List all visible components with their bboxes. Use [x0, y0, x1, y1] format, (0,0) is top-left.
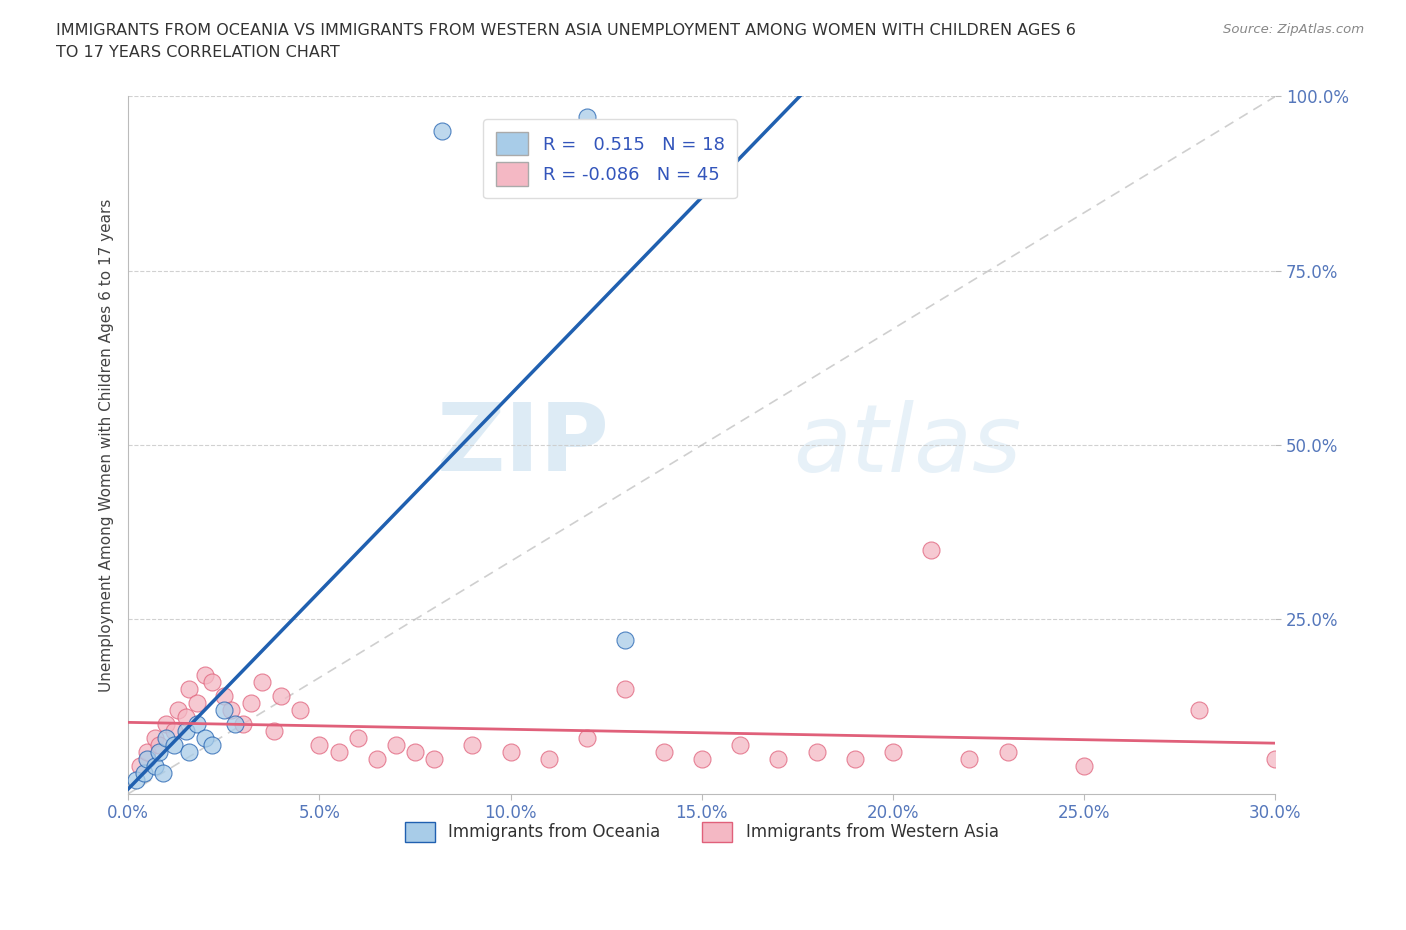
Point — [728, 737, 751, 752]
Point — [224, 717, 246, 732]
Text: atlas: atlas — [793, 400, 1022, 491]
Point — [250, 675, 273, 690]
Point — [136, 745, 159, 760]
Point — [186, 696, 208, 711]
Point — [143, 731, 166, 746]
Point — [346, 731, 368, 746]
Point — [328, 745, 350, 760]
Point — [179, 745, 201, 760]
Text: Source: ZipAtlas.com: Source: ZipAtlas.com — [1223, 23, 1364, 36]
Point — [1188, 703, 1211, 718]
Point — [201, 737, 224, 752]
Point — [221, 703, 243, 718]
Point — [614, 682, 637, 697]
Point — [174, 710, 197, 724]
Text: ZIP: ZIP — [437, 399, 610, 491]
Point — [499, 745, 522, 760]
Text: TO 17 YEARS CORRELATION CHART: TO 17 YEARS CORRELATION CHART — [56, 45, 340, 60]
Point — [179, 682, 201, 697]
Point — [614, 633, 637, 648]
Point — [148, 737, 170, 752]
Point — [308, 737, 330, 752]
Point — [430, 124, 453, 139]
Point — [239, 696, 262, 711]
Point — [194, 731, 217, 746]
Point — [690, 751, 713, 766]
Point — [423, 751, 446, 766]
Point — [212, 689, 235, 704]
Point — [959, 751, 981, 766]
Point — [576, 731, 599, 746]
Point — [366, 751, 388, 766]
Point — [148, 745, 170, 760]
Point — [576, 110, 599, 125]
Point — [290, 703, 312, 718]
Point — [201, 675, 224, 690]
Point — [652, 745, 675, 760]
Point — [768, 751, 790, 766]
Point — [461, 737, 484, 752]
Point — [194, 668, 217, 683]
Point — [125, 773, 148, 788]
Point — [163, 724, 186, 738]
Point — [232, 717, 254, 732]
Point — [128, 759, 150, 774]
Point — [155, 731, 177, 746]
Point — [174, 724, 197, 738]
Point — [163, 737, 186, 752]
Point — [404, 745, 426, 760]
Point — [270, 689, 292, 704]
Y-axis label: Unemployment Among Women with Children Ages 6 to 17 years: Unemployment Among Women with Children A… — [100, 198, 114, 692]
Point — [920, 542, 942, 557]
Text: IMMIGRANTS FROM OCEANIA VS IMMIGRANTS FROM WESTERN ASIA UNEMPLOYMENT AMONG WOMEN: IMMIGRANTS FROM OCEANIA VS IMMIGRANTS FR… — [56, 23, 1076, 38]
Point — [212, 703, 235, 718]
Point — [152, 765, 174, 780]
Point — [167, 703, 190, 718]
Legend: Immigrants from Oceania, Immigrants from Western Asia: Immigrants from Oceania, Immigrants from… — [398, 816, 1005, 848]
Point — [1264, 751, 1286, 766]
Point — [997, 745, 1019, 760]
Point — [385, 737, 408, 752]
Point — [155, 717, 177, 732]
Point — [537, 751, 560, 766]
Point — [136, 751, 159, 766]
Point — [806, 745, 828, 760]
Point — [844, 751, 866, 766]
Point — [882, 745, 904, 760]
Point — [132, 765, 155, 780]
Point — [186, 717, 208, 732]
Point — [263, 724, 285, 738]
Point — [1073, 759, 1095, 774]
Point — [143, 759, 166, 774]
